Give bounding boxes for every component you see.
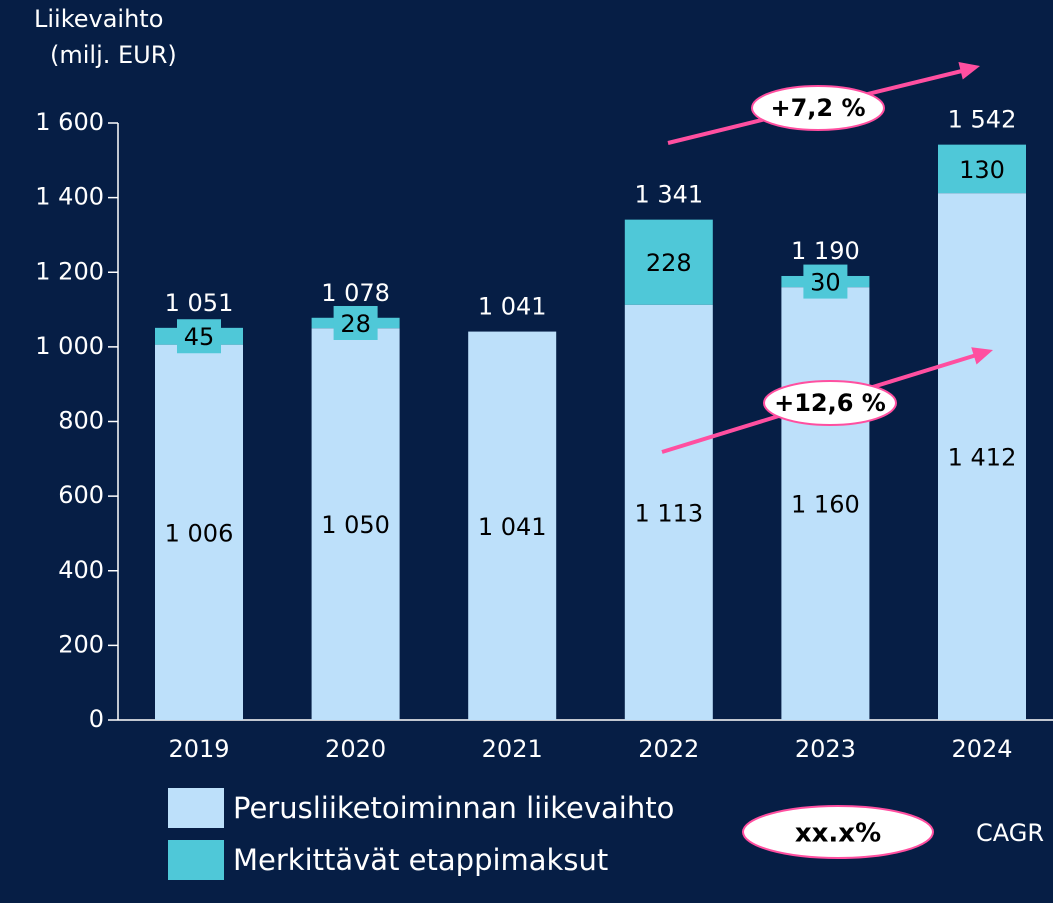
cagr-badge: [763, 380, 897, 426]
y-axis-title: Liikevaihto: [34, 5, 163, 33]
total-label: 1 542: [948, 106, 1017, 134]
total-label: 1 041: [478, 293, 547, 321]
bar-segment: [938, 144, 1026, 194]
segment-label: 30: [810, 269, 841, 297]
bar-segment: [311, 328, 400, 720]
label-box: [177, 319, 221, 354]
y-tick-label: 1 600: [35, 108, 104, 136]
y-tick-label: 600: [58, 481, 104, 509]
label-box: [333, 305, 378, 340]
arrow-head: [971, 347, 993, 365]
segment-label: 1 041: [478, 513, 547, 541]
segment-label: 1 006: [165, 519, 234, 547]
y-tick-label: 400: [58, 556, 104, 584]
segment-label: 28: [340, 310, 371, 338]
segment-label: 130: [959, 156, 1005, 184]
cagr-legend-badge: [742, 805, 934, 859]
segment-label: 228: [646, 249, 692, 277]
bar-segment: [781, 287, 870, 720]
segment-label: 1 113: [634, 499, 703, 527]
legend-label: Merkittävät etappimaksut: [233, 843, 608, 877]
segment-label: 1 160: [791, 491, 860, 519]
cagr-legend-example: xx.x%: [795, 819, 881, 849]
x-tick-label: 2024: [951, 735, 1012, 763]
y-axis-title: (milj. EUR): [50, 41, 177, 69]
bar-segment: [624, 219, 713, 305]
total-label: 1 051: [165, 289, 234, 317]
x-tick-label: 2019: [168, 735, 229, 763]
x-tick-label: 2022: [638, 735, 699, 763]
x-tick-label: 2023: [795, 735, 856, 763]
arrow-head: [958, 62, 980, 80]
total-label: 1 078: [321, 279, 390, 307]
y-tick-label: 1 400: [35, 183, 104, 211]
y-tick-label: 0: [89, 705, 104, 733]
x-tick-label: 2020: [325, 735, 386, 763]
cagr-badge: [751, 85, 885, 131]
legend-label: Perusliiketoiminnan liikevaihto: [233, 791, 674, 825]
cagr-value: +12,6 %: [774, 389, 886, 417]
total-label: 1 341: [634, 181, 703, 209]
y-tick-label: 1 200: [35, 257, 104, 285]
segment-label: 45: [184, 323, 215, 351]
bar-segment: [468, 331, 557, 720]
bar-segment: [624, 304, 713, 720]
cagr-legend-label: CAGR: [976, 819, 1044, 847]
total-label: 1 190: [791, 237, 860, 265]
legend-swatch: [168, 840, 224, 880]
y-tick-label: 800: [58, 407, 104, 435]
cagr-value: +7,2 %: [770, 94, 865, 122]
bar-segment: [938, 193, 1026, 720]
bar-segment: [155, 344, 243, 720]
segment-label: 1 050: [321, 511, 390, 539]
y-tick-label: 1 000: [35, 332, 104, 360]
y-tick-label: 200: [58, 630, 104, 658]
label-box: [803, 264, 848, 299]
segment-label: 1 412: [948, 444, 1017, 472]
x-tick-label: 2021: [482, 735, 543, 763]
legend-swatch: [168, 788, 224, 828]
